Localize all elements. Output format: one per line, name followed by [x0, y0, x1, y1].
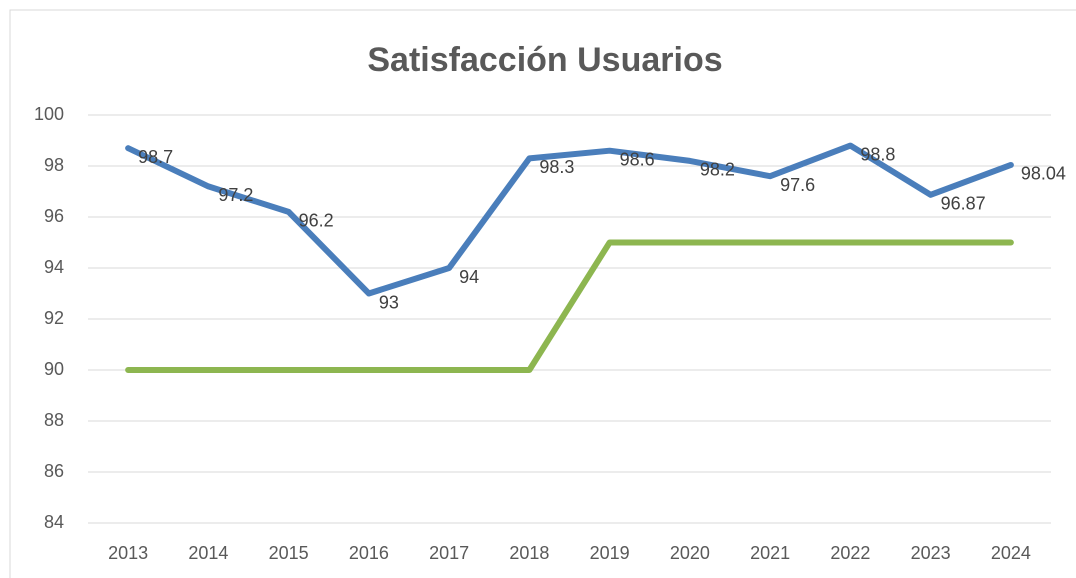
- data-label: 98.2: [700, 160, 735, 180]
- y-tick-label: 86: [44, 461, 64, 481]
- data-label: 96.87: [941, 194, 986, 214]
- chart-border: [9, 9, 1076, 578]
- data-label: 93: [379, 292, 399, 312]
- x-tick-label: 2018: [509, 543, 549, 563]
- y-tick-label: 88: [44, 410, 64, 430]
- data-label: 98.04: [1021, 164, 1066, 184]
- y-tick-label: 98: [44, 155, 64, 175]
- y-tick-label: 90: [44, 359, 64, 379]
- x-tick-label: 2023: [911, 543, 951, 563]
- y-tick-label: 94: [44, 257, 64, 277]
- data-label: 94: [459, 267, 479, 287]
- x-tick-label: 2020: [670, 543, 710, 563]
- x-tick-label: 2021: [750, 543, 790, 563]
- data-label: 98.7: [138, 147, 173, 167]
- y-tick-label: 100: [34, 104, 64, 124]
- line-series: [125, 239, 1014, 373]
- y-tick-label: 92: [44, 308, 64, 328]
- data-label: 98.8: [860, 144, 895, 164]
- data-label: 96.2: [299, 211, 334, 231]
- data-label: 98.3: [539, 157, 574, 177]
- x-tick-label: 2013: [108, 543, 148, 563]
- line-series: [125, 142, 1014, 297]
- chart-title: Satisfacción Usuarios: [367, 41, 722, 79]
- x-tick-label: 2016: [349, 543, 389, 563]
- data-label: 97.2: [218, 185, 253, 205]
- x-tick-label: 2014: [188, 543, 228, 563]
- x-tick-label: 2015: [269, 543, 309, 563]
- x-tick-label: 2022: [830, 543, 870, 563]
- y-tick-label: 84: [44, 512, 64, 532]
- data-label: 97.6: [780, 175, 815, 195]
- x-tick-label: 2019: [590, 543, 630, 563]
- data-label: 98.6: [620, 149, 655, 169]
- x-tick-label: 2017: [429, 543, 469, 563]
- y-tick-label: 96: [44, 206, 64, 226]
- x-tick-label: 2024: [991, 543, 1031, 563]
